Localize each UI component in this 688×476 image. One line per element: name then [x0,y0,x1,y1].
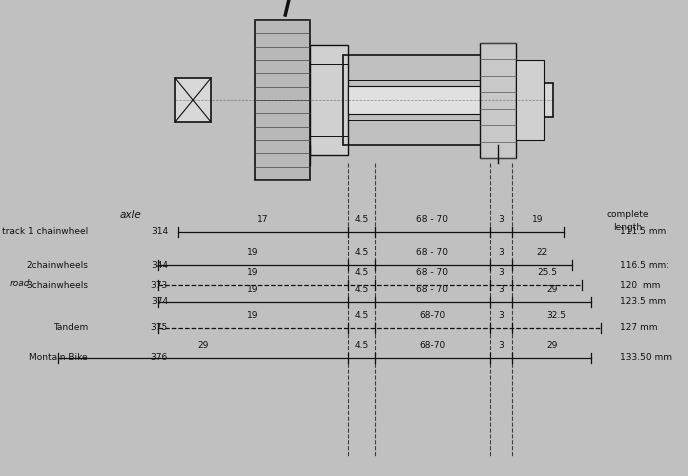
Text: Tandem: Tandem [53,324,88,333]
Text: 19: 19 [247,311,259,320]
Text: 4.5: 4.5 [354,248,369,257]
Text: 373: 373 [151,280,168,289]
Text: complete
length: complete length [607,210,649,231]
Text: 19: 19 [533,215,544,224]
Text: 19: 19 [247,248,259,257]
Text: 374: 374 [151,298,168,307]
Bar [343,55,488,145]
Bar [480,43,516,158]
Text: 116.5 mm:: 116.5 mm: [620,260,669,269]
Bar [348,86,480,114]
Text: 314: 314 [151,228,168,237]
Text: 3: 3 [498,311,504,320]
Text: 19: 19 [247,268,259,277]
Text: Montain Bike: Montain Bike [30,354,88,363]
Text: 111.5 mm: 111.5 mm [620,228,666,237]
Text: 3: 3 [498,248,504,257]
Bar [518,83,553,117]
Text: 29: 29 [197,341,208,350]
Text: 123.5 mm: 123.5 mm [620,298,666,307]
Text: 4.5: 4.5 [354,215,369,224]
Text: 68 - 70: 68 - 70 [416,285,449,294]
Bar [516,60,544,140]
Bar [310,45,348,155]
Text: 19: 19 [247,285,259,294]
Text: 29: 29 [546,341,557,350]
Text: 68-70: 68-70 [420,311,446,320]
Text: 68 - 70: 68 - 70 [416,248,449,257]
Text: 68 - 70: 68 - 70 [416,268,449,277]
Text: 29: 29 [546,285,557,294]
Text: 17: 17 [257,215,269,224]
Text: 4.5: 4.5 [354,311,369,320]
Text: 22: 22 [537,248,548,257]
Text: axle: axle [119,210,141,220]
Text: 3: 3 [498,268,504,277]
Text: 3: 3 [498,215,504,224]
Text: 68 - 70: 68 - 70 [416,215,449,224]
Text: 375: 375 [151,324,168,333]
Bar [255,20,310,180]
Text: 4.5: 4.5 [354,268,369,277]
Text: track 1 chainwheel: track 1 chainwheel [2,228,88,237]
Text: road: road [10,279,30,288]
Text: 3chainwheels: 3chainwheels [26,280,88,289]
Bar [310,64,348,136]
Text: 376: 376 [151,354,168,363]
Text: 133.50 mm: 133.50 mm [620,354,672,363]
Text: 3: 3 [498,341,504,350]
Text: 32.5: 32.5 [546,311,566,320]
Bar [175,78,211,122]
Text: 4.5: 4.5 [354,285,369,294]
Text: 127 mm: 127 mm [620,324,658,333]
Text: 4.5: 4.5 [354,341,369,350]
Text: 25.5: 25.5 [537,268,557,277]
Text: 344: 344 [151,260,168,269]
Text: 2chainwheels: 2chainwheels [26,260,88,269]
Text: 3: 3 [498,285,504,294]
Text: 68-70: 68-70 [420,341,446,350]
Text: 120  mm: 120 mm [620,280,660,289]
